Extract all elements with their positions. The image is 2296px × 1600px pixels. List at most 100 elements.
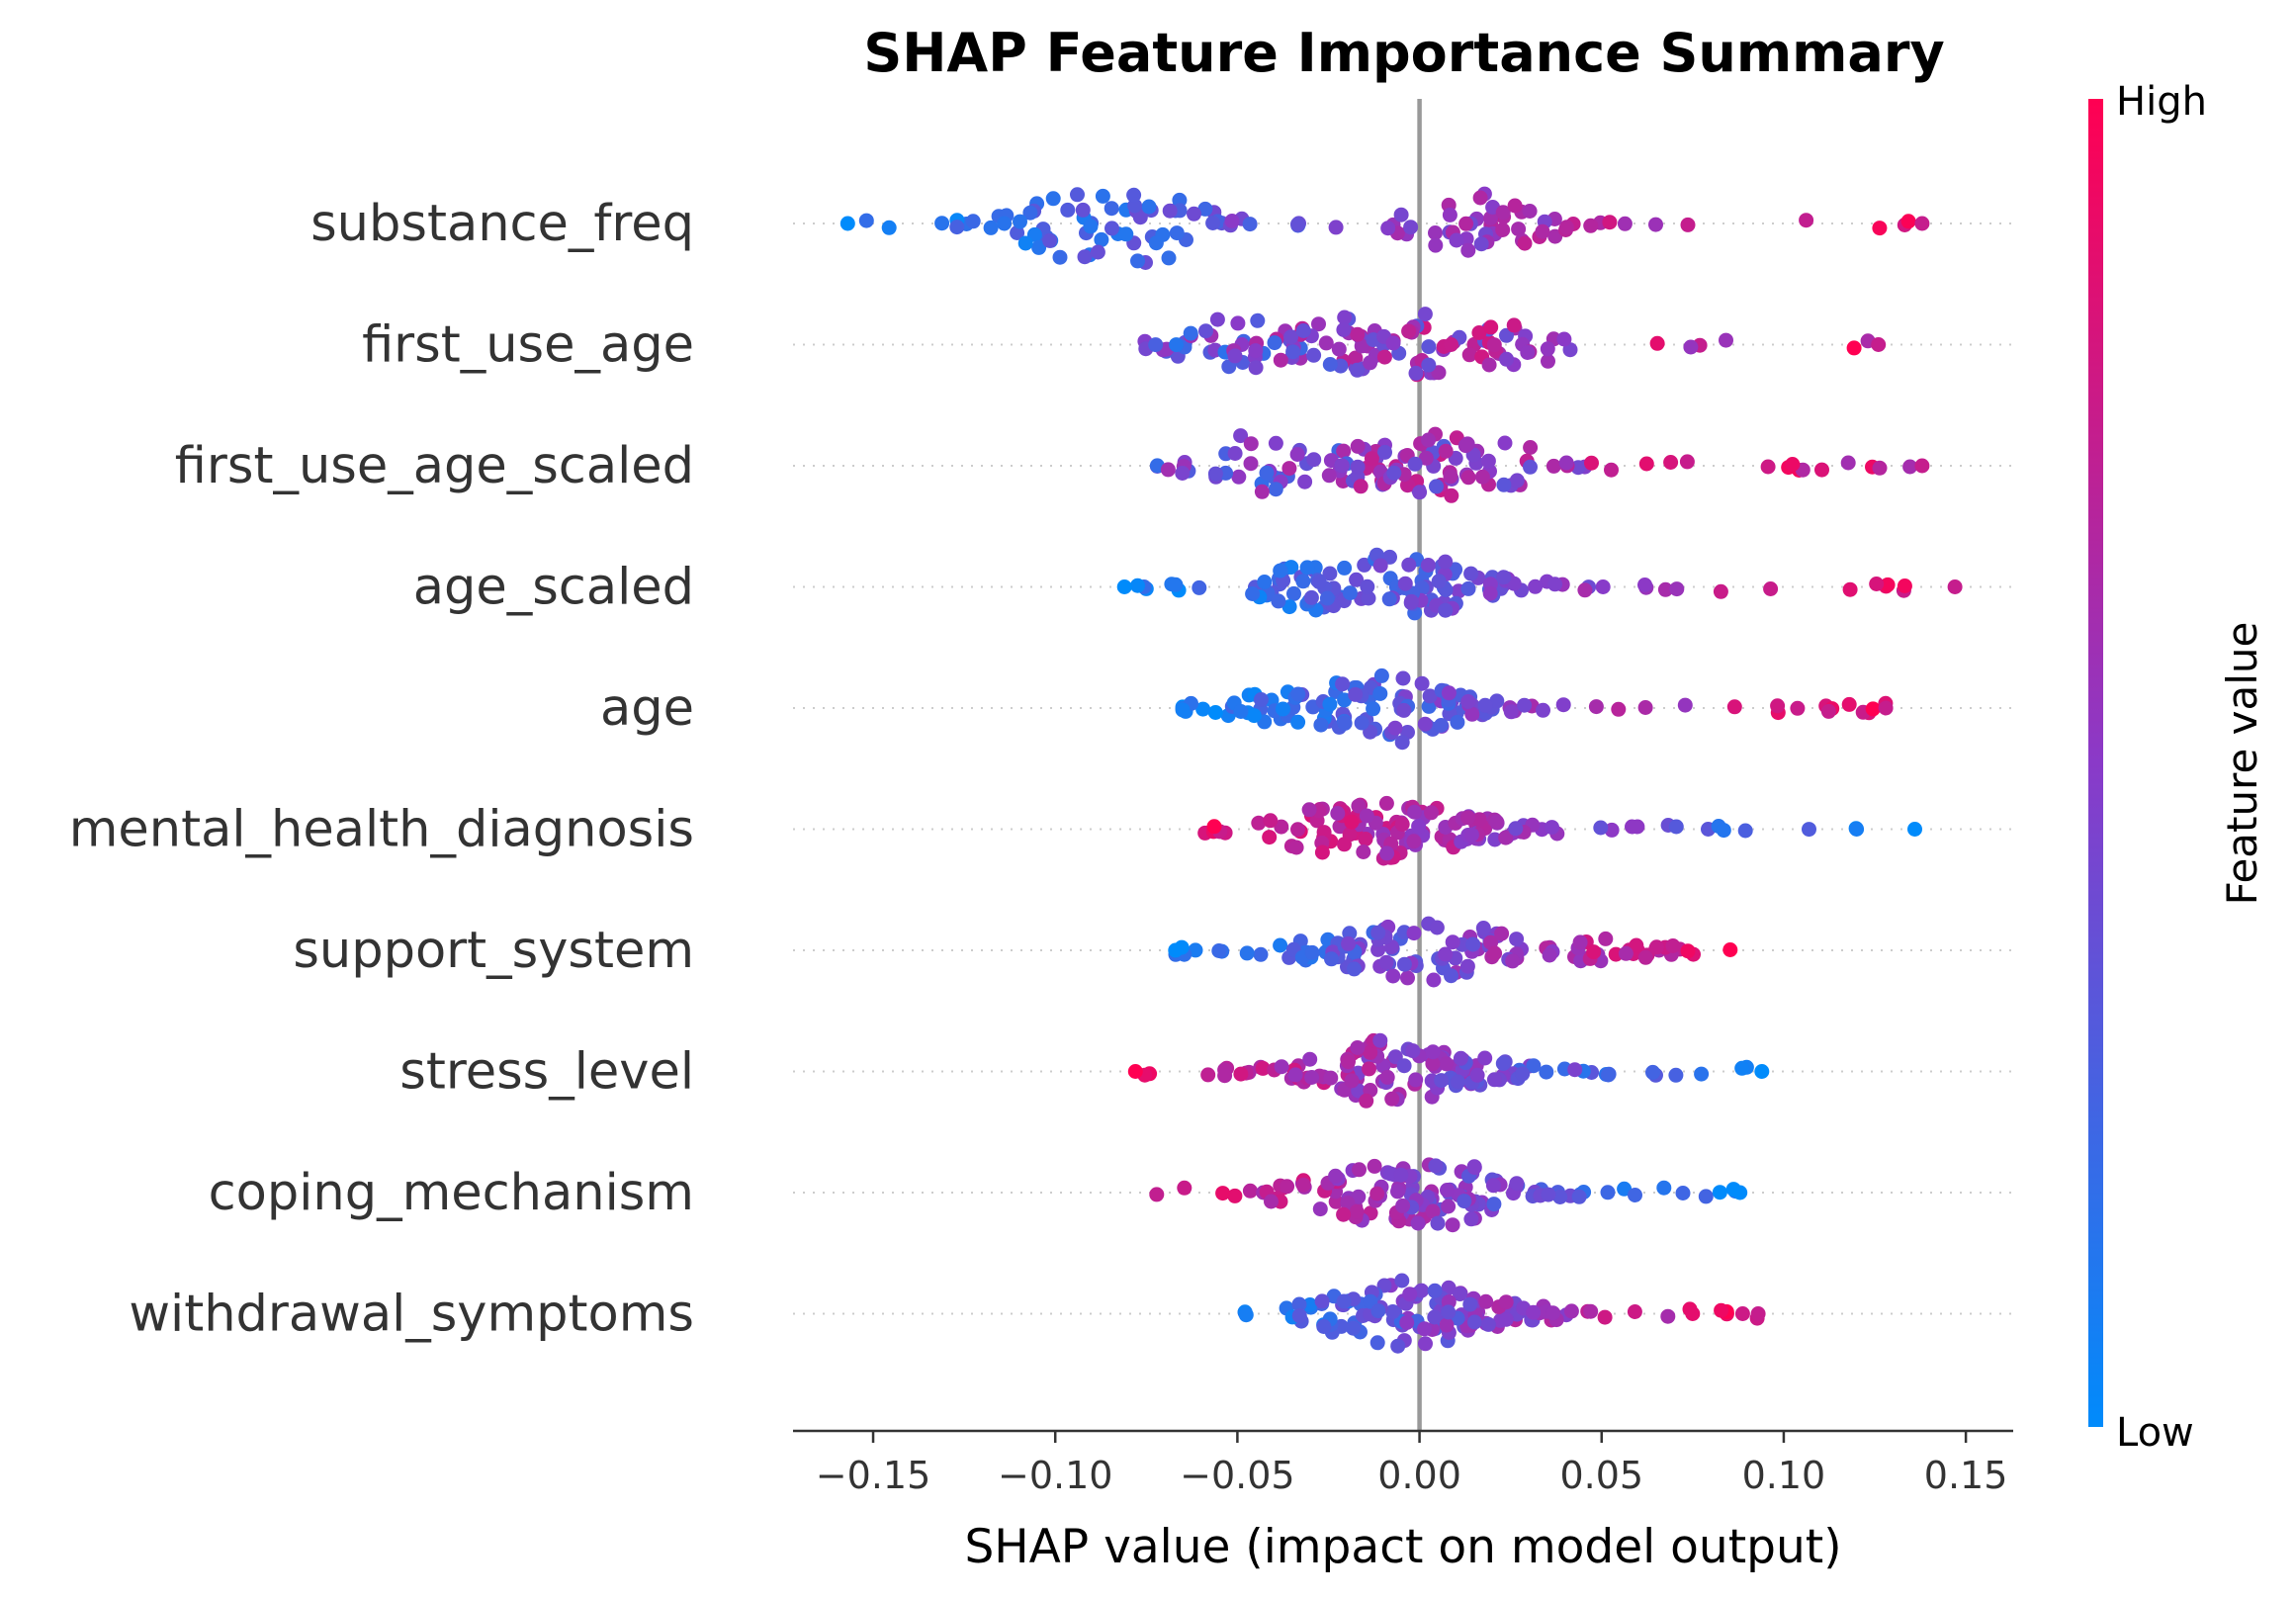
shap-point <box>1360 578 1375 594</box>
shap-point <box>1141 199 1157 215</box>
shap-point <box>1022 205 1038 221</box>
shap-point <box>1471 325 1487 340</box>
shap-point <box>1297 474 1313 489</box>
shap-point <box>1417 1321 1433 1337</box>
shap-point <box>1311 316 1326 332</box>
shap-point <box>1380 221 1396 236</box>
shap-point <box>1865 701 1881 717</box>
shap-point <box>1177 1180 1192 1196</box>
shap-point <box>1242 1183 1258 1199</box>
shap-point <box>1393 207 1409 222</box>
shap-point <box>1385 968 1401 984</box>
shap-point <box>1403 220 1419 235</box>
shap-point <box>1405 1043 1421 1059</box>
shap-point <box>1328 1168 1344 1184</box>
shap-point <box>1469 1067 1485 1083</box>
shap-point <box>1341 935 1357 951</box>
shap-point <box>1555 697 1571 713</box>
shap-point <box>1627 1304 1642 1319</box>
shap-point <box>1668 1067 1684 1083</box>
shap-point <box>1680 217 1696 232</box>
feature-value-colorbar <box>2088 99 2103 1427</box>
shap-point <box>1238 1307 1254 1323</box>
shap-point <box>1558 455 1574 471</box>
shap-point <box>1386 465 1402 481</box>
shap-point <box>1482 585 1498 601</box>
shap-point <box>1160 462 1176 478</box>
shap-point <box>1198 323 1213 339</box>
feature-label: stress_level <box>399 1043 694 1102</box>
shap-point <box>1312 1201 1328 1217</box>
shap-point <box>1395 1198 1411 1213</box>
shap-point <box>1013 214 1027 229</box>
shap-point <box>1618 945 1634 961</box>
shap-point <box>1169 337 1185 353</box>
shap-point <box>1649 335 1665 351</box>
shap-point <box>1425 1044 1441 1060</box>
shap-point <box>1162 203 1178 219</box>
x-tick-label: 0.10 <box>1742 1454 1826 1497</box>
shap-point <box>1396 956 1412 972</box>
shap-point <box>997 216 1013 231</box>
shap-point <box>1197 201 1213 217</box>
shap-point <box>1290 714 1306 730</box>
shap-point <box>1458 216 1474 231</box>
feature-rows: substance_freq first_use_age first_use_age… <box>69 195 2013 1344</box>
shap-point <box>1459 958 1475 974</box>
shap-point <box>1698 1189 1714 1204</box>
shap-point <box>1460 470 1476 486</box>
shap-point <box>1425 1203 1441 1219</box>
shap-point <box>1427 1309 1443 1325</box>
feature-label: first_use_age_scaled <box>175 437 694 495</box>
shap-point <box>1588 699 1604 715</box>
shap-point <box>1418 450 1434 466</box>
shap-point <box>1440 1183 1455 1198</box>
shap-point <box>1337 715 1353 731</box>
shap-point <box>1680 943 1696 959</box>
shap-point <box>1192 579 1207 595</box>
shap-point <box>1878 700 1894 716</box>
colorbar-high-label: High <box>2116 79 2207 125</box>
shap-point <box>1052 249 1068 265</box>
shap-point <box>1552 1190 1568 1204</box>
shap-point <box>1572 934 1588 950</box>
shap-point <box>858 213 874 228</box>
shap-point <box>1545 458 1561 474</box>
shap-point <box>1250 312 1266 328</box>
shap-point <box>1215 1186 1231 1201</box>
shap-point <box>1445 934 1460 950</box>
shap-point <box>1840 455 1856 471</box>
shap-point <box>1344 814 1360 830</box>
shap-point <box>1231 469 1247 485</box>
shap-point <box>1314 844 1330 860</box>
shap-point <box>1127 1064 1143 1079</box>
shap-point <box>1683 339 1699 355</box>
shap-point <box>1526 1304 1542 1320</box>
shap-point <box>1442 207 1457 222</box>
shap-point <box>1584 455 1599 471</box>
shap-point <box>1384 1091 1400 1107</box>
shap-point <box>1444 968 1458 984</box>
shap-point <box>1563 1303 1579 1319</box>
shap-point <box>1290 822 1305 838</box>
shap-point <box>1577 582 1593 598</box>
shap-point <box>1168 942 1184 958</box>
shap-point <box>1274 819 1289 835</box>
shap-point <box>1539 1064 1554 1080</box>
shap-point <box>1227 348 1243 364</box>
shap-point <box>1734 1306 1750 1321</box>
shap-point <box>1750 1306 1766 1321</box>
shap-point <box>1407 804 1422 820</box>
shap-point <box>1406 834 1422 849</box>
shap-point <box>1224 214 1240 228</box>
shap-point <box>1428 225 1443 240</box>
shap-point <box>1417 307 1433 322</box>
shap-point <box>1077 249 1093 265</box>
shap-point <box>1496 477 1512 492</box>
shap-point <box>1849 822 1865 837</box>
colorbar-low-label: Low <box>2116 1410 2194 1456</box>
shap-point <box>1281 599 1297 615</box>
shap-point <box>1175 466 1191 481</box>
shap-point <box>1378 954 1394 970</box>
shap-point <box>1428 237 1444 253</box>
